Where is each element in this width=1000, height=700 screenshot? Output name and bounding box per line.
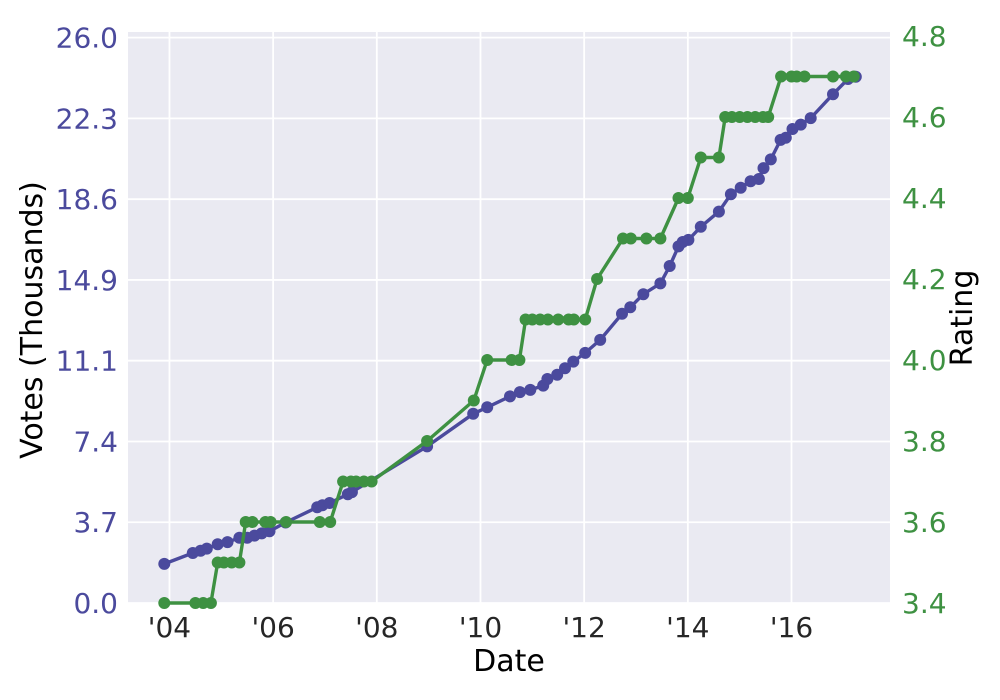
left-tick-label: 22.3 [56, 102, 118, 135]
left-tick-label: 3.7 [73, 506, 118, 539]
right-tick-label: 4.8 [902, 20, 947, 53]
rating-point [624, 232, 637, 245]
rating-point [694, 151, 707, 164]
plot-background [128, 32, 890, 603]
right-tick-label: 4.6 [902, 101, 947, 134]
votes-point [663, 260, 676, 272]
votes-point [263, 525, 276, 538]
left-tick-label: 0.0 [73, 587, 118, 620]
votes-point [504, 390, 516, 403]
left-tick-label: 18.6 [56, 183, 118, 216]
right-tick-label: 4.2 [902, 263, 947, 296]
right-axis-title: Rating [945, 269, 980, 367]
rating-point [204, 597, 217, 609]
rating-point [579, 313, 592, 326]
rating-point [654, 232, 667, 245]
votes-point [637, 288, 650, 301]
rating-point [246, 516, 259, 528]
votes-point [200, 542, 213, 555]
right-tick-label: 3.6 [902, 506, 947, 539]
rating-point [640, 232, 653, 245]
votes-point [752, 173, 765, 185]
rating-point [847, 70, 860, 83]
votes-point [579, 346, 592, 359]
votes-point [764, 153, 777, 166]
rating-point [264, 516, 277, 528]
x-tick-label: '04 [148, 611, 191, 644]
left-tick-label: 7.4 [73, 425, 118, 458]
rating-point [681, 192, 694, 204]
rating-point [541, 313, 554, 326]
votes-point [467, 407, 480, 420]
right-tick-label: 3.4 [902, 587, 947, 620]
rating-point [798, 70, 811, 83]
left-axis-title: Votes (Thousands) [15, 181, 50, 459]
votes-point [513, 386, 526, 399]
votes-point [524, 383, 537, 396]
votes-point [567, 355, 580, 368]
x-tick-label: '08 [355, 611, 398, 644]
votes-point [541, 373, 554, 385]
right-tick-label: 4.4 [902, 182, 947, 215]
x-tick-label: '10 [459, 611, 502, 644]
votes-point [734, 181, 747, 194]
votes-point [345, 486, 358, 499]
votes-point [481, 401, 494, 414]
votes-point [654, 277, 667, 290]
x-tick-label: '12 [562, 611, 605, 644]
right-tick-label: 3.8 [902, 425, 947, 458]
rating-point [712, 151, 725, 164]
rating-point [158, 597, 171, 609]
rating-point [672, 192, 685, 204]
votes-point [779, 131, 792, 144]
votes-point [694, 220, 707, 233]
votes-point [724, 188, 737, 201]
rating-point [313, 516, 326, 528]
votes-point [616, 307, 628, 320]
rating-point [324, 516, 337, 528]
rating-point [365, 475, 378, 488]
votes-point [323, 497, 336, 509]
rating-point [775, 70, 788, 83]
votes-point [804, 112, 817, 125]
left-tick-label: 26.0 [56, 22, 118, 55]
rating-point [233, 556, 246, 569]
x-tick-label: '14 [666, 611, 709, 644]
votes-point [594, 333, 607, 346]
left-tick-label: 11.1 [56, 345, 118, 378]
right-tick-label: 4.0 [902, 344, 947, 377]
x-tick-label: '06 [251, 611, 294, 644]
rating-point [467, 394, 480, 407]
left-tick-label: 14.9 [56, 264, 118, 297]
votes-point [827, 88, 839, 101]
votes-point [712, 205, 725, 218]
votes-point [221, 536, 234, 549]
rating-point [567, 313, 580, 326]
votes-point [158, 557, 171, 570]
rating-point [827, 70, 839, 83]
votes-point [559, 362, 571, 375]
rating-point [591, 273, 604, 285]
x-tick-label: '16 [770, 611, 813, 644]
rating-point [552, 313, 565, 326]
votes-point [624, 301, 637, 314]
votes-point [211, 538, 224, 551]
rating-point [421, 435, 434, 447]
rating-point [481, 354, 494, 366]
votes-point [682, 233, 695, 246]
votes-point [757, 162, 770, 175]
votes-point [794, 118, 807, 131]
x-axis-title: Date [473, 644, 545, 679]
rating-point [513, 354, 526, 366]
rating-point [762, 111, 775, 123]
rating-point [280, 516, 293, 528]
